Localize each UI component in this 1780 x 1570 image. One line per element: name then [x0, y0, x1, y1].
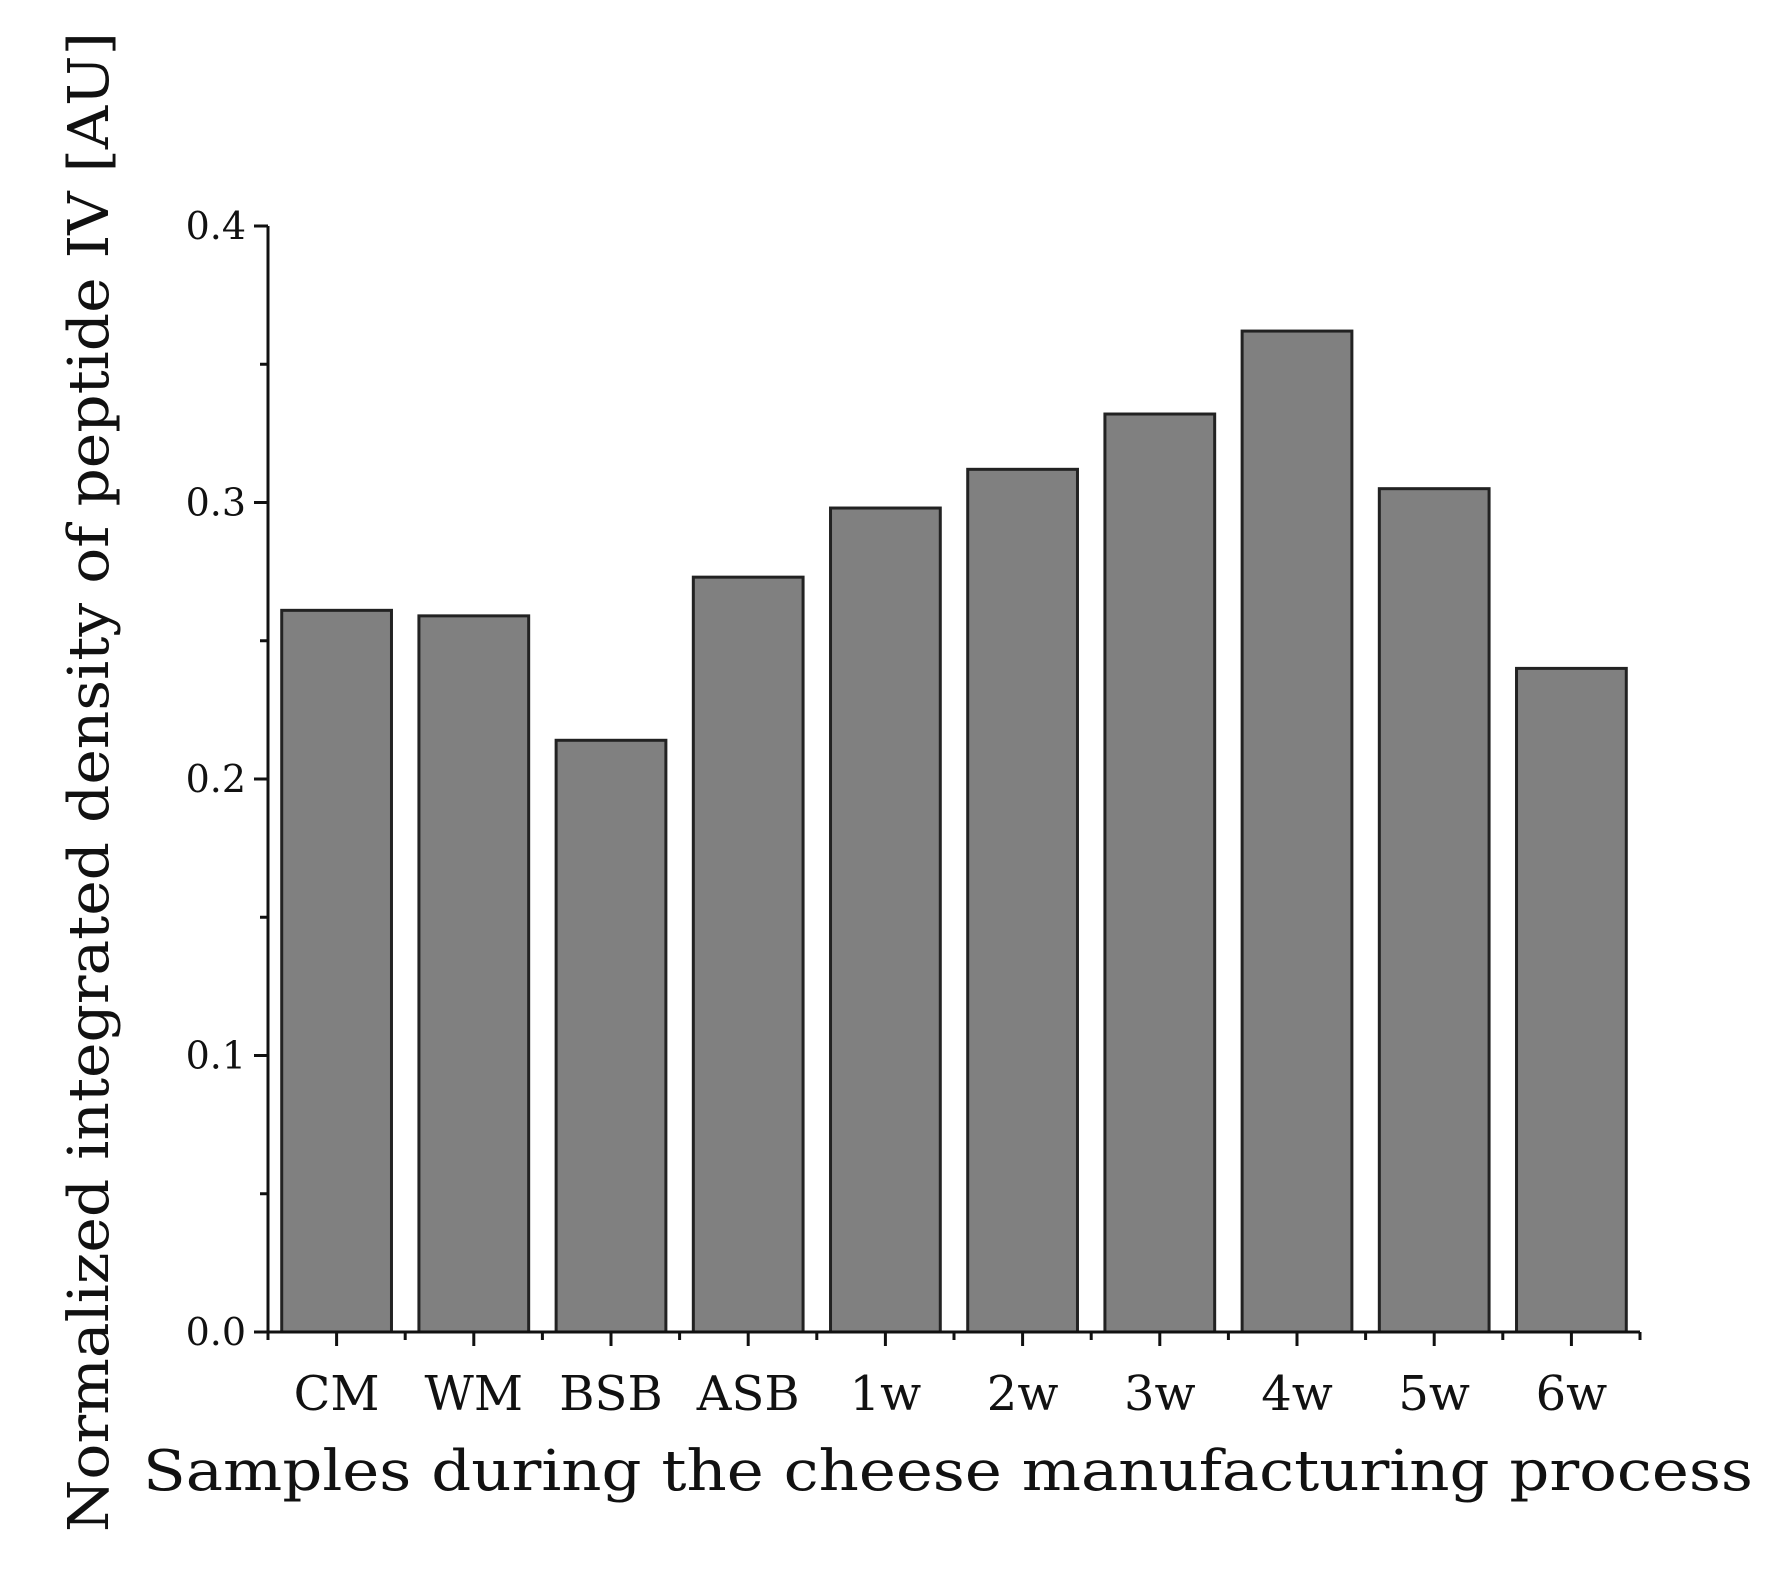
bar-1w: [829, 506, 942, 1334]
x-tick-label: 2w: [987, 1366, 1059, 1422]
x-tick-label: 4w: [1261, 1366, 1333, 1422]
bar-3w: [1103, 412, 1217, 1334]
y-tick-label: 0.2: [186, 757, 246, 801]
bar-4w: [1240, 329, 1354, 1334]
y-axis-title: Normalized integrated density of peptide…: [57, 32, 122, 1532]
bar-CM: [280, 608, 393, 1334]
x-ticks-group: CM WM BSB ASB 1w 2w 3w 4w 5w 6w: [266, 1332, 1642, 1422]
x-tick-label: 3w: [1124, 1366, 1196, 1422]
x-tick-label: CM: [294, 1366, 380, 1422]
y-tick-label: 0.1: [186, 1034, 246, 1078]
x-axis-title: Samples during the cheese manufacturing …: [143, 1439, 1753, 1504]
x-tick-label: 6w: [1536, 1366, 1608, 1422]
bar-BSB: [554, 738, 668, 1334]
bars-group: [280, 329, 1628, 1334]
x-tick-label: ASB: [696, 1366, 800, 1422]
bar-6w: [1515, 666, 1628, 1334]
x-tick-label: 1w: [850, 1366, 922, 1422]
y-tick-label: 0.3: [186, 481, 246, 525]
bar-WM: [417, 614, 531, 1334]
x-tick-label: BSB: [559, 1366, 662, 1422]
bar-ASB: [691, 575, 805, 1334]
bar-2w: [966, 467, 1079, 1334]
y-ticks-group: 0.0 0.1 0.2 0.3 0.4: [186, 204, 268, 1354]
y-tick-label: 0.0: [186, 1310, 246, 1354]
y-tick-label: 0.4: [186, 204, 246, 248]
bar-5w: [1377, 487, 1491, 1334]
x-tick-label: 5w: [1398, 1366, 1470, 1422]
x-tick-label: WM: [425, 1366, 523, 1422]
